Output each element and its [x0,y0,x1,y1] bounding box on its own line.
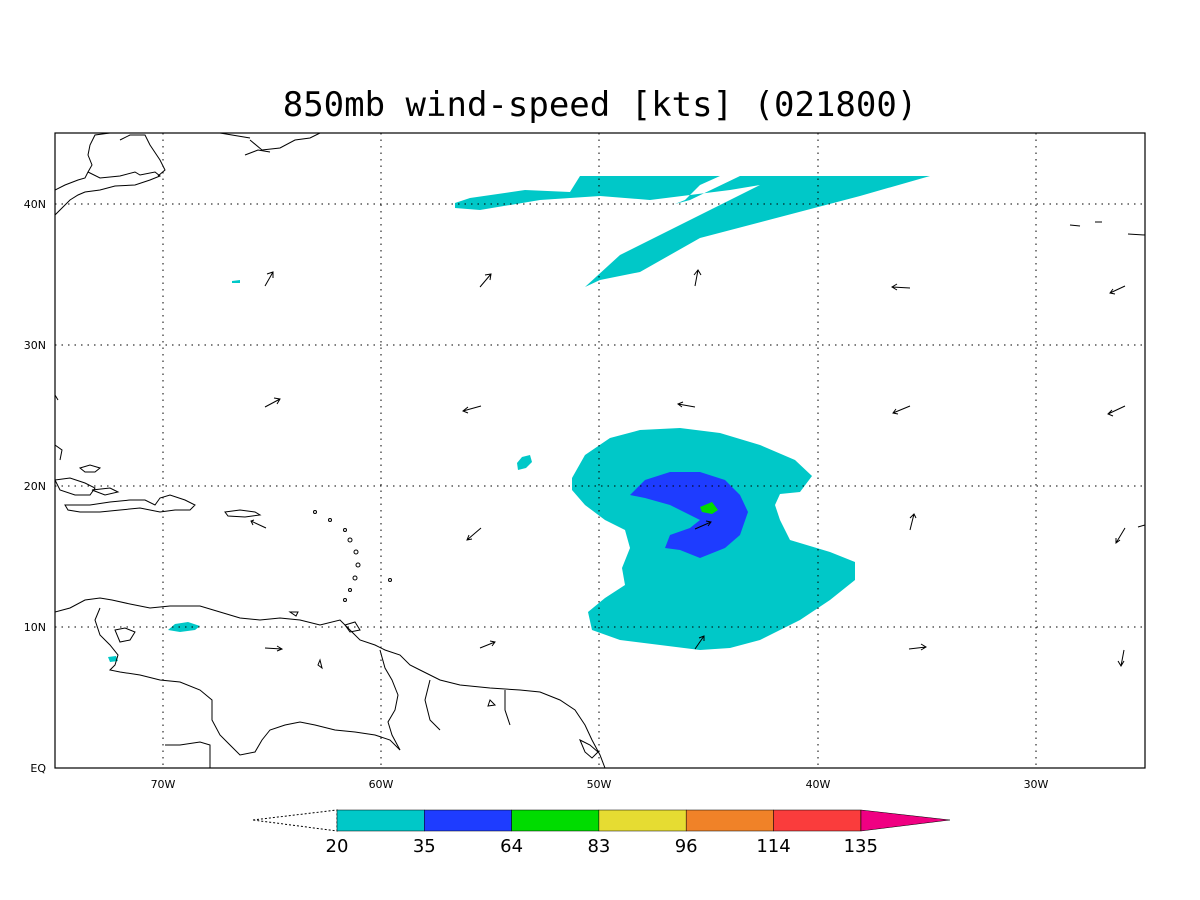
wind-arrow [908,643,927,651]
wind-band-north [455,176,930,287]
longitude-tick-label: 50W [587,778,612,791]
colorbar-swatch [336,809,425,832]
longitude-tick-label: 70W [151,778,176,791]
wind-region-35-64 [630,472,748,558]
latitude-tick-label: 20N [24,480,46,493]
wind-arrow [892,405,911,415]
wind-arrow [1115,527,1126,544]
colorbar-label: 64 [500,836,523,857]
wind-arrow [466,527,482,541]
map-area [55,133,1145,768]
wind-region-small [517,455,532,470]
wind-arrow [694,520,712,530]
colorbar-swatch [773,809,862,832]
wind-arrow [1117,649,1125,667]
colorbar-swatch [685,809,774,832]
wind-arrow [891,283,911,291]
longitude-tick-labels: 70W 60W 50W 40W 30W [151,778,1049,791]
colorbar-label: 83 [587,836,610,857]
colorbar-label: 96 [675,836,698,857]
colorbar-label: 20 [326,836,349,857]
wind-arrow [264,397,281,408]
colorbar-label: 114 [756,836,790,857]
wind-arrow [693,269,702,287]
latitude-tick-label: 30N [24,339,46,352]
longitude-tick-label: 60W [369,778,394,791]
colorbar: 20 35 64 83 96 114 135 [252,809,951,857]
wind-arrow [479,640,496,649]
map-title: 850mb wind-speed [kts] (021800) [283,85,918,125]
coastlines [55,133,1145,768]
longitude-tick-label: 30W [1024,778,1049,791]
colorbar-label: 135 [844,836,878,857]
wind-arrow [1107,405,1126,417]
wind-region-64-83 [700,502,718,514]
wind-arrow [1109,285,1126,295]
wind-region-small [168,622,200,632]
latitude-tick-label: EQ [30,762,46,775]
map-frame [54,132,1146,769]
latitude-tick-labels: EQ 10N 20N 30N 40N [24,198,47,775]
wind-arrow [676,401,696,408]
wind-region-small [108,656,118,662]
colorbar-swatch [424,809,512,832]
wind-arrow [264,645,284,652]
wind-arrow [694,635,705,650]
colorbar-swatch [598,809,687,832]
longitude-tick-label: 40W [806,778,831,791]
colorbar-upper-extension [860,809,951,832]
colorbar-lower-extension [252,809,338,832]
latitude-tick-label: 10N [24,621,46,634]
latitude-tick-label: 40N [24,198,46,211]
wind-arrow [250,519,267,529]
colorbar-swatch [511,809,600,832]
wind-arrow [909,513,917,531]
wind-vectors [250,269,1126,667]
wind-arrow [264,271,274,287]
wind-arrow [462,405,482,414]
wind-region-small [232,280,240,283]
wind-region-20-35 [108,176,930,662]
wind-arrow [479,273,492,288]
colorbar-label: 35 [413,836,436,857]
